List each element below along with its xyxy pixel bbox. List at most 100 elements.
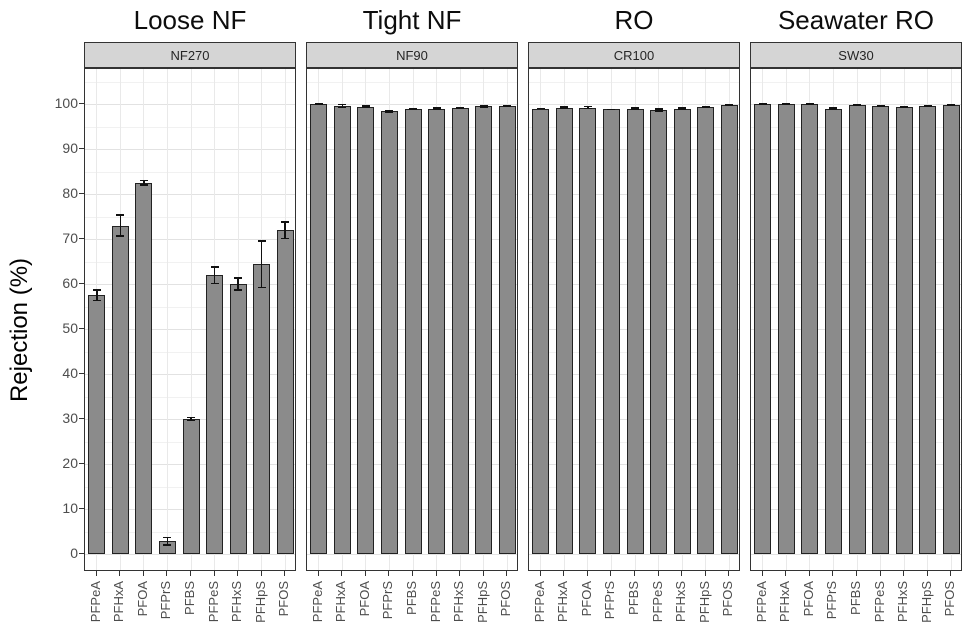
y-tick-mark (79, 553, 84, 554)
x-tick-mark (459, 571, 461, 576)
error-bar-cap-bottom (432, 107, 441, 109)
x-tick-mark (728, 571, 730, 576)
x-tick-label: PFPeA (87, 581, 103, 623)
bar (872, 106, 890, 554)
bar (380, 111, 398, 554)
bar (357, 106, 375, 554)
error-bar-cap-top (234, 277, 243, 279)
y-tick-mark (79, 103, 84, 104)
bar (253, 264, 271, 554)
x-tick-mark (119, 571, 121, 576)
panel-title: RO (614, 5, 654, 35)
x-tick-mark (213, 571, 215, 576)
y-tick-mark (79, 148, 84, 149)
bar (848, 105, 866, 554)
gridline-major (85, 239, 295, 240)
bar (555, 107, 573, 554)
x-tick-mark (785, 571, 787, 576)
x-tick-mark (610, 571, 612, 576)
gridline-minor (85, 171, 295, 173)
x-tick-mark (506, 571, 508, 576)
x-tick-mark (260, 571, 262, 576)
error-bar-cap-bottom (900, 105, 909, 108)
x-tick-mark (761, 571, 763, 576)
error-bar-line (587, 105, 589, 110)
error-bar-cap-bottom (631, 108, 639, 110)
x-tick-label: PFPeS (649, 581, 665, 623)
error-bar-cap-top (281, 221, 290, 223)
bar (895, 106, 913, 554)
error-bar-cap-top (560, 106, 569, 108)
error-bar-cap-top (361, 105, 370, 107)
bar (579, 107, 597, 554)
gridline-major (307, 554, 517, 555)
x-tick-mark (482, 571, 484, 576)
x-tick-label: PFPeA (309, 581, 325, 623)
bar (626, 108, 644, 554)
facet-strip-label: SW30 (838, 47, 874, 63)
x-tick-label: PFOA (578, 581, 594, 617)
gridline-major (529, 554, 739, 555)
bar (206, 275, 224, 554)
x-tick-mark (879, 571, 881, 576)
gridline-minor (85, 396, 295, 398)
error-bar-cap-bottom (701, 106, 710, 108)
x-tick-label: PFHxA (333, 581, 349, 623)
error-bar-line (190, 416, 192, 422)
error-bar-cap-bottom (805, 102, 814, 105)
gridline-major (85, 104, 295, 105)
y-tick-label: 40 (62, 365, 78, 381)
bar (404, 108, 422, 554)
y-tick-mark (79, 193, 84, 194)
y-tick-label: 80 (62, 185, 78, 201)
x-tick-mark (657, 571, 659, 576)
error-bar-cap-bottom (678, 107, 687, 109)
x-tick-mark (586, 571, 588, 576)
bar (498, 105, 516, 554)
error-bar-line (96, 289, 98, 302)
error-bar-line (657, 108, 660, 112)
error-bar-line (119, 214, 122, 237)
y-tick-label: 10 (62, 500, 78, 516)
bar (333, 105, 351, 554)
y-tick-mark (79, 418, 84, 419)
bar (602, 109, 620, 554)
error-bar-cap-top (187, 416, 195, 419)
error-bar-cap-top (139, 179, 148, 182)
y-tick-label: 90 (62, 140, 78, 156)
gridline-major (307, 104, 517, 105)
bar (942, 104, 960, 554)
bar (88, 295, 106, 554)
error-bar-cap-top (116, 214, 125, 216)
x-tick-label: PFHxA (111, 581, 127, 623)
gridline-minor (85, 126, 295, 128)
x-tick-label: PFHpS (252, 581, 268, 623)
error-bar-cap-bottom (361, 106, 370, 109)
gridline-minor (529, 81, 739, 83)
y-tick-label: 100 (54, 95, 78, 111)
error-bar-cap-bottom (479, 106, 488, 108)
error-bar-cap-bottom (923, 104, 932, 107)
panel-title: Tight NF (362, 5, 462, 35)
x-tick-label: PFPrS (380, 581, 396, 620)
gridline-major (85, 554, 295, 555)
error-bar-line (237, 277, 239, 291)
error-bar-line (166, 536, 169, 546)
facet-strip: CR100 (528, 42, 740, 68)
facet-strip: NF90 (306, 42, 518, 68)
facet-strip: NF270 (84, 42, 296, 68)
error-bar-cap-top (583, 105, 592, 108)
x-tick-mark (856, 571, 857, 576)
y-tick-label: 30 (62, 410, 78, 426)
error-bar-cap-top (654, 108, 663, 110)
panel-title: Loose NF (133, 5, 247, 35)
x-tick-label: PFHpS (474, 581, 490, 623)
bar (451, 107, 469, 554)
x-tick-label: PFHxS (895, 581, 911, 623)
error-bar-cap-bottom (281, 237, 290, 239)
x-tick-mark (832, 571, 834, 576)
y-tick-mark (79, 373, 84, 374)
gridline-minor (85, 216, 295, 218)
bar (801, 104, 819, 554)
